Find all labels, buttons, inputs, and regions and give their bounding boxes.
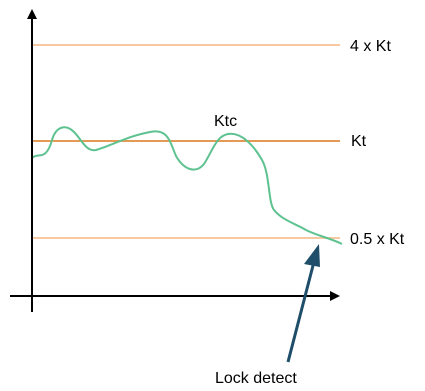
lock-detect-label: Lock detect [215,370,297,387]
signal-label: Ktc [214,113,237,130]
lower-threshold-label: 0.5 x Kt [350,231,405,248]
nominal-threshold-label: Kt [351,133,367,150]
lock-detect-arrow [286,244,320,363]
upper-threshold-label: 4 x Kt [350,38,391,55]
signal-curve [31,126,343,245]
